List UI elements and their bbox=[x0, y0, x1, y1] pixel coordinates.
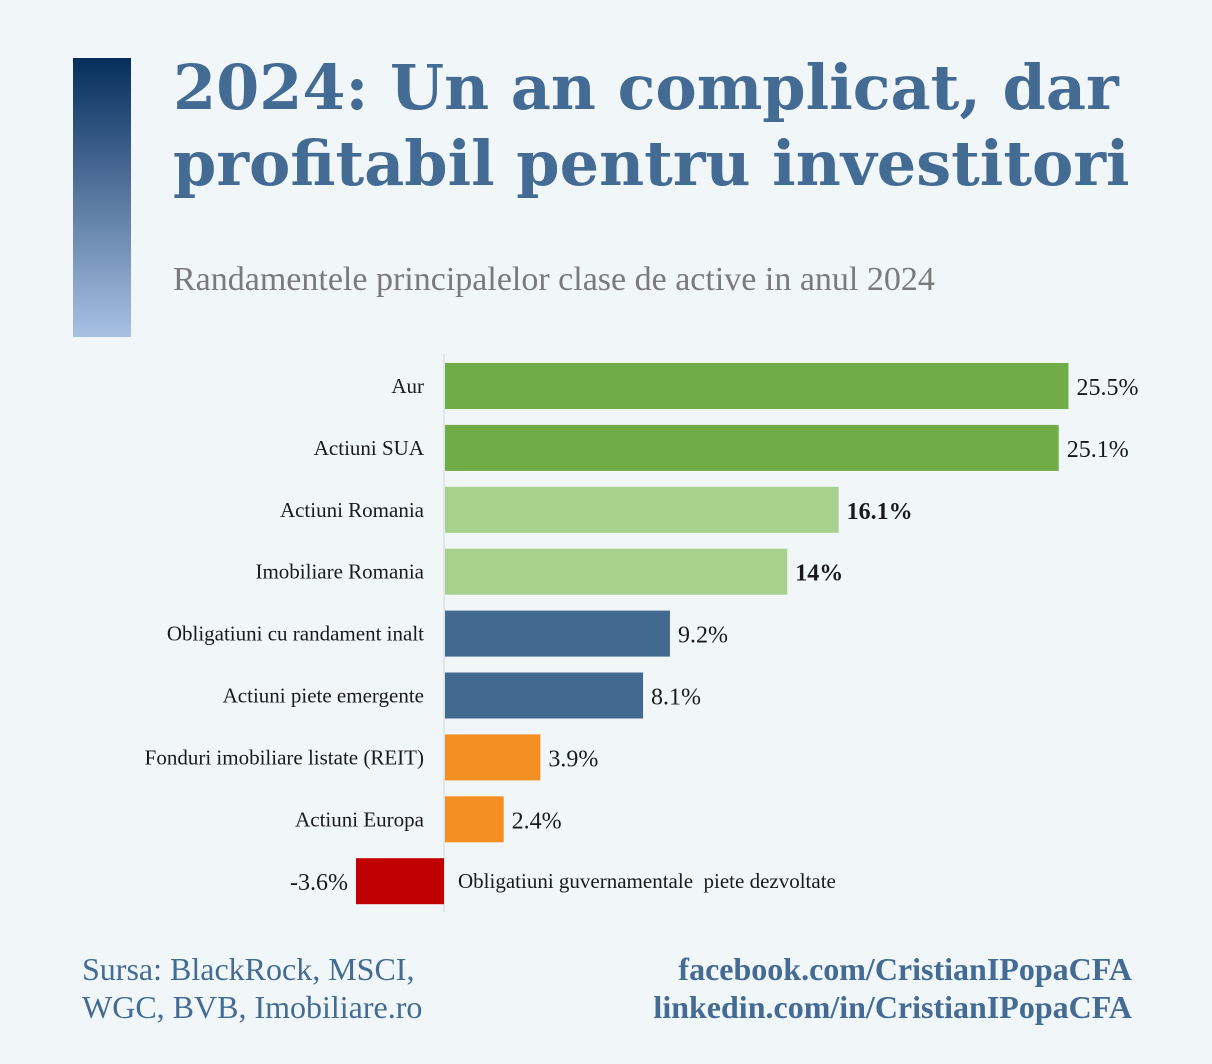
value-label-5: 9.2% bbox=[678, 623, 728, 649]
category-label-1: Aur bbox=[391, 374, 424, 398]
source-line-1: Sursa: BlackRock, MSCI, bbox=[82, 951, 415, 987]
category-label-2: Actiuni SUA bbox=[314, 436, 425, 460]
source-note: Sursa: BlackRock, MSCI, WGC, BVB, Imobil… bbox=[82, 950, 422, 1026]
value-label-4: 14% bbox=[795, 561, 843, 587]
bar-2 bbox=[445, 424, 1059, 471]
bar-1 bbox=[445, 363, 1069, 409]
category-label-5: Obligatiuni cu randament inalt bbox=[167, 622, 424, 646]
social-links: facebook.com/CristianIPopaCFA linkedin.c… bbox=[653, 950, 1132, 1026]
bar-6 bbox=[445, 672, 644, 719]
value-label-7: 3.9% bbox=[548, 746, 598, 772]
page-subtitle: Randamentele principalelor clase de acti… bbox=[173, 261, 935, 298]
title-accent-bar bbox=[73, 58, 131, 337]
value-label-1: 25.5% bbox=[1076, 375, 1138, 401]
value-label-3: 16.1% bbox=[847, 499, 913, 525]
category-label-9: Obligatiuni guvernamentale piete dezvolt… bbox=[458, 869, 836, 893]
bar-9 bbox=[355, 858, 444, 905]
category-label-6: Actiuni piete emergente bbox=[223, 684, 424, 708]
category-label-8: Actiuni Europa bbox=[295, 807, 425, 831]
bar-8 bbox=[445, 796, 504, 843]
bar-5 bbox=[445, 610, 670, 657]
facebook-link[interactable]: facebook.com/CristianIPopaCFA bbox=[678, 951, 1132, 987]
value-label-8: 2.4% bbox=[512, 808, 562, 834]
value-label-2: 25.1% bbox=[1067, 437, 1129, 463]
linkedin-link[interactable]: linkedin.com/in/CristianIPopaCFA bbox=[653, 989, 1132, 1025]
bar-chart: Aur 25.5% Actiuni SUA 25.1% Actiuni Romania 1… bbox=[145, 354, 1138, 912]
page-title: 2024: Un an complicat, dar profitabil pe… bbox=[173, 51, 1130, 200]
category-label-3: Actiuni Romania bbox=[280, 498, 425, 522]
bar-3 bbox=[445, 486, 839, 533]
value-label-9: -3.6% bbox=[290, 870, 348, 896]
bar-4 bbox=[445, 548, 788, 595]
category-label-4: Imobiliare Romania bbox=[255, 560, 424, 584]
bar-7 bbox=[445, 734, 541, 781]
source-line-2: WGC, BVB, Imobiliare.ro bbox=[82, 989, 423, 1025]
value-label-6: 8.1% bbox=[651, 685, 701, 711]
category-label-7: Fonduri imobiliare listate (REIT) bbox=[145, 745, 424, 769]
